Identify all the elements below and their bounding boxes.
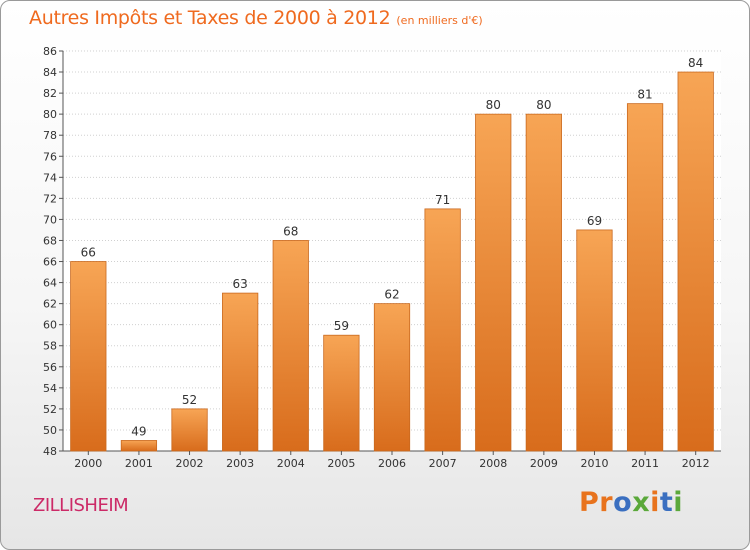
y-tick-label: 70	[43, 213, 57, 226]
x-tick-label-2006: 2006	[378, 457, 406, 470]
bar-2010	[576, 229, 613, 452]
y-tick-label: 86	[43, 45, 57, 58]
bar-2002	[171, 408, 208, 452]
y-tick-label: 56	[43, 361, 57, 374]
data-label-2000: 66	[81, 246, 96, 260]
bar-2012	[677, 71, 714, 452]
x-tick-label-2012: 2012	[682, 457, 710, 470]
data-label-2010: 69	[587, 214, 602, 228]
logo-letter: x	[632, 487, 651, 518]
logo-letter: o	[613, 487, 633, 518]
x-tick-label-2011: 2011	[631, 457, 659, 470]
y-tick-label: 66	[43, 256, 57, 269]
bar-2001	[120, 440, 158, 452]
x-tick-label-2007: 2007	[429, 457, 457, 470]
x-tick-label-2004: 2004	[277, 457, 305, 470]
y-tick-label: 60	[43, 319, 57, 332]
y-tick-label: 68	[43, 234, 57, 247]
x-tick-label-2002: 2002	[176, 457, 204, 470]
data-label-2001: 49	[131, 424, 146, 438]
proxiti-logo: Proxiti	[579, 487, 683, 518]
bar-2009	[525, 113, 562, 452]
logo-letter: t	[659, 487, 674, 518]
x-tick-label-2005: 2005	[327, 457, 355, 470]
logo-letter: P	[579, 487, 600, 518]
y-tick-label: 54	[43, 382, 57, 395]
y-tick-label: 64	[43, 277, 57, 290]
data-label-2011: 81	[637, 88, 652, 102]
title-text: Autres Impôts et Taxes de 2000 à 2012	[29, 7, 391, 29]
bar-2004	[272, 240, 309, 452]
logo-letter: i	[650, 487, 660, 518]
bar-2000	[70, 261, 107, 452]
x-tick-label-2009: 2009	[530, 457, 558, 470]
data-label-2008: 80	[486, 98, 501, 112]
x-tick-label-2000: 2000	[74, 457, 102, 470]
y-tick-label: 72	[43, 192, 57, 205]
data-label-2009: 80	[536, 98, 551, 112]
data-label-2002: 52	[182, 393, 197, 407]
commune-name: ZILLISHEIM	[33, 495, 129, 516]
y-tick-label: 52	[43, 403, 57, 416]
logo-letter: r	[599, 487, 614, 518]
chart-subtitle: (en milliers d'€)	[396, 14, 483, 27]
y-tick-label: 76	[43, 150, 57, 163]
y-tick-label: 84	[43, 66, 57, 79]
bar-2006	[373, 303, 411, 452]
data-label-2006: 62	[384, 288, 399, 302]
x-tick-label-2008: 2008	[479, 457, 507, 470]
data-label-2007: 71	[435, 193, 450, 207]
data-label-2003: 63	[233, 277, 248, 291]
y-tick-label: 80	[43, 108, 57, 121]
data-label-2012: 84	[688, 56, 703, 70]
bar-2011	[626, 103, 664, 452]
y-tick-label: 58	[43, 340, 57, 353]
y-tick-label: 78	[43, 129, 57, 142]
bar-2003	[222, 292, 259, 452]
y-tick-label: 62	[43, 298, 57, 311]
data-label-2004: 68	[283, 224, 298, 238]
logo-letter: i	[673, 487, 684, 518]
x-tick-label-2003: 2003	[226, 457, 254, 470]
chart-title: Autres Impôts et Taxes de 2000 à 2012 (en…	[29, 7, 483, 29]
y-tick-label: 50	[43, 424, 57, 437]
bar-2008	[475, 113, 512, 452]
x-tick-label-2010: 2010	[580, 457, 608, 470]
y-tick-label: 48	[43, 445, 57, 458]
bar-2007	[424, 208, 461, 452]
bar-2005	[323, 334, 360, 452]
y-tick-label: 74	[43, 171, 57, 184]
y-tick-label: 82	[43, 87, 57, 100]
data-label-2005: 59	[334, 319, 349, 333]
x-tick-label-2001: 2001	[125, 457, 153, 470]
